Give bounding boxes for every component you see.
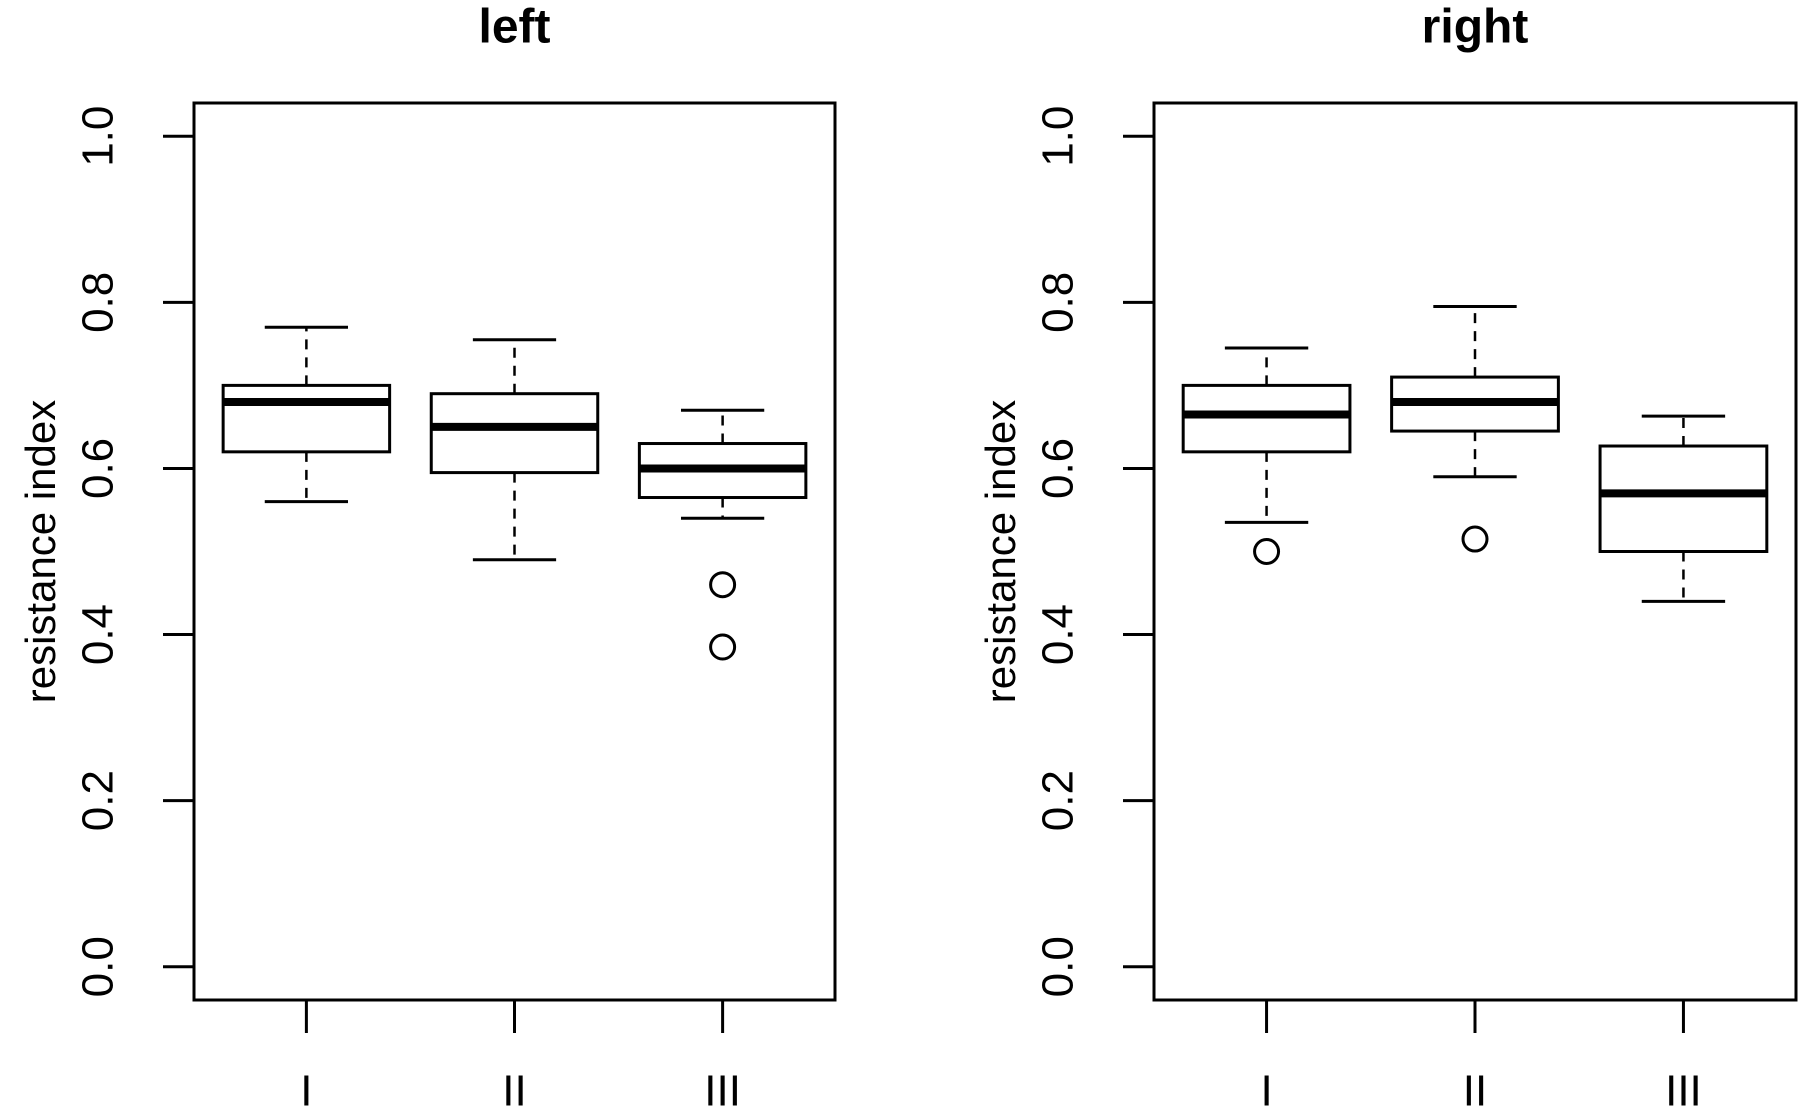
box [429, 392, 600, 475]
y-axis-label: resistance index [977, 400, 1024, 704]
y-tick-label: 0.6 [1034, 438, 1083, 499]
x-tick-label: II [1463, 1067, 1487, 1116]
y-tick-label: 0.4 [1034, 604, 1083, 665]
y-tick-label: 0.2 [1034, 770, 1083, 831]
outlier [709, 633, 737, 661]
outlier [709, 571, 737, 599]
y-tick-label: 0.6 [74, 438, 123, 499]
y-tick-label: 0.0 [74, 936, 123, 997]
chart-title: left [479, 1, 551, 54]
y-tick-label: 0.8 [1034, 272, 1083, 333]
y-tick-label: 0.0 [1034, 936, 1083, 997]
outlier [1461, 525, 1489, 553]
x-tick-label: I [1260, 1067, 1272, 1116]
y-tick-label: 0.4 [74, 604, 123, 665]
y-tick-label: 1.0 [74, 106, 123, 167]
plot-frame [192, 101, 837, 1002]
box [221, 383, 392, 454]
chart-title: right [1422, 1, 1529, 54]
x-tick-label: III [704, 1067, 741, 1116]
y-axis-label: resistance index [17, 400, 64, 704]
plot-frame [1152, 101, 1798, 1002]
x-tick-label: III [1665, 1067, 1702, 1116]
outlier [1253, 538, 1281, 565]
y-tick-label: 0.8 [74, 272, 123, 333]
box [1598, 444, 1769, 553]
x-tick-label: I [300, 1067, 312, 1116]
y-tick-label: 1.0 [1034, 106, 1083, 167]
x-tick-label: II [502, 1067, 526, 1116]
y-tick-label: 0.2 [74, 770, 123, 831]
box [1181, 383, 1352, 454]
